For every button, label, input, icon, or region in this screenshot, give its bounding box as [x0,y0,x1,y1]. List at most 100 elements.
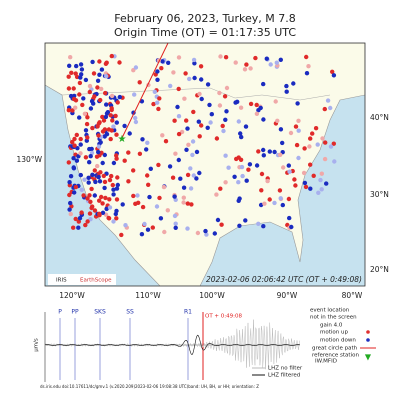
station-dot [92,168,98,173]
station-dot [100,201,105,206]
station-dot [253,55,258,61]
legend-text: IW.MFID [315,359,337,365]
station-dot [96,144,102,149]
station-dot [183,71,188,76]
station-dot [103,114,109,120]
station-dot [146,182,151,187]
station-dot [107,205,113,210]
station-dot [115,182,121,188]
station-dot [262,201,267,206]
station-dot [152,89,157,95]
station-dot [256,108,261,113]
station-dot [78,136,83,142]
station-dot [302,180,308,186]
station-dot [137,151,143,156]
station-dot [238,131,243,136]
station-dot [83,222,88,228]
station-dot [197,91,202,97]
station-dot [87,146,92,152]
station-dot [318,177,323,183]
station-dot [195,230,201,236]
station-dot [167,164,173,169]
station-dot [176,86,181,92]
station-dot [194,176,199,181]
station-dot [90,172,95,177]
station-dot [185,126,190,131]
station-dot [161,184,167,190]
station-dot [66,86,72,91]
great-circle-path [121,43,169,139]
station-dot [67,207,72,212]
station-dot [148,166,153,171]
lat-label: 30°N [370,190,389,199]
station-dot [68,55,73,60]
station-dot [308,136,313,141]
station-dot [320,136,325,141]
station-dot [92,94,97,99]
station-dot [280,202,285,208]
station-dot [83,155,89,160]
station-dot [264,56,269,61]
station-dot [90,125,95,131]
station-dot [82,177,87,182]
station-dot [275,118,280,124]
station-dot [81,96,86,101]
station-dot [219,222,224,227]
station-dot [111,219,116,224]
station-dot [296,155,301,161]
station-dot [77,115,82,120]
station-dot [181,195,186,200]
station-dot [261,147,266,153]
station-dot [163,139,169,144]
station-dot [176,114,182,119]
station-dot [310,131,315,136]
svg-text:▼: ▼ [365,353,372,362]
station-dot [71,86,76,91]
station-dot [267,149,272,154]
station-dot [215,217,221,223]
station-dot [214,136,220,141]
station-dot [178,176,183,181]
legend-text: event location [310,308,350,314]
station-dot [281,165,286,170]
station-dot [115,175,120,180]
station-dot [104,102,109,107]
station-star: ★ [118,134,127,145]
station-dot [144,147,149,152]
station-dot [192,75,197,81]
station-dot [109,173,114,179]
station-dot [102,185,107,191]
station-dot [173,221,178,226]
filtered-trace [44,334,300,355]
station-dot [106,215,111,221]
station-dot [78,151,83,156]
station-dot [145,173,150,178]
station-dot [66,160,72,165]
station-dot [136,200,141,205]
border [61,87,331,101]
station-dot [156,106,161,112]
station-dot [286,163,291,168]
station-dot [83,128,89,133]
station-dot [114,208,119,214]
station-dot [284,83,289,89]
station-dot [261,117,266,122]
station-dot [291,81,296,86]
station-dot [133,119,139,125]
station-dot [306,63,311,69]
station-dot [217,103,223,108]
station-dot [71,165,76,170]
station-dot [71,225,76,230]
station-dot [331,73,337,78]
station-dot [319,171,324,176]
station-dot [189,202,194,207]
station-dot [307,144,312,149]
station-dot [83,77,89,83]
station-dot [156,162,161,168]
station-dot [265,178,270,184]
station-dot [100,160,105,166]
station-dot [80,102,85,108]
station-dot [81,193,86,198]
station-dot [243,124,249,129]
station-dot [89,186,94,192]
